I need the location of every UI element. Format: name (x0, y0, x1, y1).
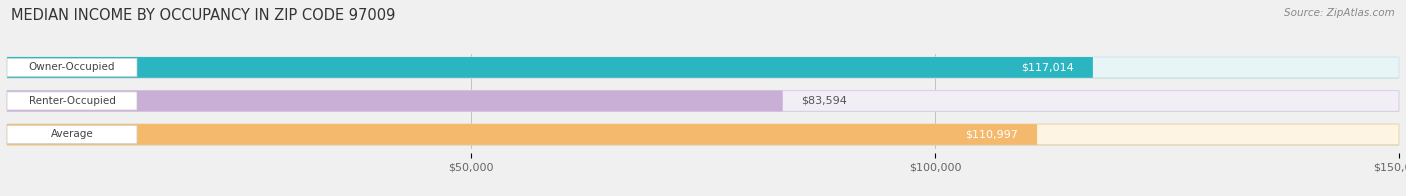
Text: Owner-Occupied: Owner-Occupied (28, 63, 115, 73)
Text: $110,997: $110,997 (966, 129, 1018, 139)
FancyBboxPatch shape (7, 91, 783, 111)
Text: Average: Average (51, 129, 93, 139)
Text: $83,594: $83,594 (801, 96, 848, 106)
FancyBboxPatch shape (7, 124, 1399, 145)
FancyBboxPatch shape (7, 125, 136, 143)
Text: Source: ZipAtlas.com: Source: ZipAtlas.com (1284, 8, 1395, 18)
FancyBboxPatch shape (7, 91, 1399, 112)
Text: $117,014: $117,014 (1022, 63, 1074, 73)
Text: Renter-Occupied: Renter-Occupied (28, 96, 115, 106)
Text: MEDIAN INCOME BY OCCUPANCY IN ZIP CODE 97009: MEDIAN INCOME BY OCCUPANCY IN ZIP CODE 9… (11, 8, 395, 23)
FancyBboxPatch shape (7, 124, 1038, 145)
FancyBboxPatch shape (7, 92, 136, 110)
FancyBboxPatch shape (7, 91, 1399, 111)
FancyBboxPatch shape (7, 124, 1399, 145)
FancyBboxPatch shape (7, 57, 1092, 78)
FancyBboxPatch shape (7, 58, 136, 76)
FancyBboxPatch shape (7, 57, 1399, 78)
FancyBboxPatch shape (7, 57, 1399, 78)
